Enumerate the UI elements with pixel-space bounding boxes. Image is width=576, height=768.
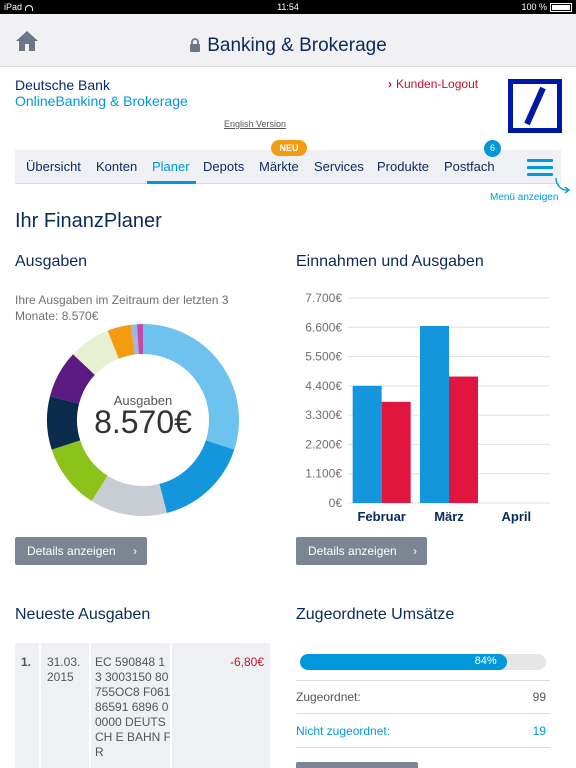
expenses-details-label: Details anzeigen xyxy=(27,544,116,558)
bar-März-0 xyxy=(420,325,449,503)
donut-segment-6 xyxy=(73,330,120,376)
unassigned-value: 19 xyxy=(532,724,546,738)
column-divider xyxy=(89,643,91,768)
bank-product: OnlineBanking & Brokerage xyxy=(15,93,188,109)
donut-segment-2 xyxy=(91,475,167,516)
chevron-right-icon: › xyxy=(388,77,392,91)
donut-segment-7 xyxy=(107,324,136,359)
x-tick-label: April xyxy=(502,509,532,524)
donut-segment-5 xyxy=(50,354,96,405)
assigned-heading: Zugeordnete Umsätze xyxy=(296,606,455,623)
english-version-link[interactable]: English Version xyxy=(224,119,287,129)
latest-expenses-heading: Neueste Ausgaben xyxy=(15,606,151,623)
device-name: iPad xyxy=(4,2,34,12)
y-tick-label: 5.500€ xyxy=(305,350,342,364)
donut-label: Ausgaben xyxy=(113,393,173,408)
expenses-donut-chart xyxy=(47,324,239,516)
nav-planer[interactable]: Planer xyxy=(152,159,190,174)
row-amount: -6,80€ xyxy=(229,655,264,669)
donut-segment-3 xyxy=(51,439,109,502)
chevron-right-icon: › xyxy=(133,544,137,558)
wifi-icon xyxy=(25,4,34,11)
page-title: Ihr FinanzPlaner xyxy=(15,210,162,232)
nav-postfach[interactable]: Postfach xyxy=(444,159,495,174)
clock: 11:54 xyxy=(277,2,299,12)
top-bar: Banking & Brokerage xyxy=(0,14,576,67)
bar-Februar-1 xyxy=(381,401,411,503)
app-title-text: Banking & Brokerage xyxy=(207,35,387,56)
donut-segment-0 xyxy=(142,324,239,450)
row-number: 1. xyxy=(21,655,32,669)
assigned-progress-fill: 84% xyxy=(300,654,507,670)
bar-Februar-0 xyxy=(352,385,382,503)
expenses-heading: Ausgaben xyxy=(15,253,88,270)
curved-arrow-icon xyxy=(555,177,571,194)
nav-produkte[interactable]: Produkte xyxy=(377,159,430,174)
nav-depots[interactable]: Depots xyxy=(203,159,245,174)
battery-status: 100 % xyxy=(521,2,572,13)
unassigned-label: Nicht zugeordnet: xyxy=(296,724,391,738)
row-description: EC 590848 13 3003150 80755OC8 F06186591 … xyxy=(95,655,172,759)
y-tick-label: 6.600€ xyxy=(305,320,342,334)
divider xyxy=(296,680,550,681)
assigned-label: Zugeordnet: xyxy=(296,690,361,704)
donut-segment-1 xyxy=(158,439,235,513)
home-icon[interactable] xyxy=(15,30,39,52)
mail-count-badge: 6 xyxy=(484,140,501,157)
assigned-value: 99 xyxy=(532,690,546,704)
y-tick-label: 7.700€ xyxy=(305,291,342,305)
menu-label[interactable]: Menü anzeigen xyxy=(490,192,559,203)
divider xyxy=(296,747,550,748)
lock-icon xyxy=(190,38,201,52)
column-divider xyxy=(39,643,41,768)
menu-icon[interactable] xyxy=(527,159,553,177)
income-heading: Einnahmen und Ausgaben xyxy=(296,253,484,270)
nav-uebersicht[interactable]: Übersicht xyxy=(26,159,81,174)
x-tick-label: Februar xyxy=(357,509,405,524)
divider xyxy=(296,713,550,714)
bank-name: Deutsche Bank xyxy=(15,77,110,93)
bar-März-1 xyxy=(449,376,478,503)
unassigned-row[interactable]: Nicht zugeordnet: 19 xyxy=(296,724,550,738)
active-tab-indicator xyxy=(147,181,196,184)
donut-segment-4 xyxy=(47,396,81,450)
chevron-right-icon: › xyxy=(413,544,417,558)
y-tick-label: 4.400€ xyxy=(305,379,342,393)
row-date: 31.03. 2015 xyxy=(47,655,81,684)
app-title: Banking & Brokerage xyxy=(0,35,576,57)
donut-value: 8.570€ xyxy=(94,404,192,440)
nav-maerkte[interactable]: Märkte xyxy=(259,159,299,174)
new-badge: NEU xyxy=(271,140,307,156)
nav-services[interactable]: Services xyxy=(314,159,364,174)
nav-konten[interactable]: Konten xyxy=(96,159,138,174)
column-divider xyxy=(170,643,172,768)
y-tick-label: 2.200€ xyxy=(305,437,342,451)
assigned-row: Zugeordnet: 99 xyxy=(296,690,550,704)
y-tick-label: 0€ xyxy=(329,496,343,510)
x-tick-label: März xyxy=(434,509,464,524)
assigned-details-button[interactable] xyxy=(296,762,418,768)
y-tick-label: 3.300€ xyxy=(305,408,342,422)
income-details-label: Details anzeigen xyxy=(308,544,397,558)
latest-expenses-table: 1. 31.03. 2015 EC 590848 13 3003150 8075… xyxy=(15,643,270,768)
expenses-summary: Ihre Ausgaben im Zeitraum der letzten 3 … xyxy=(15,293,229,323)
income-details-button[interactable]: Details anzeigen › xyxy=(296,537,427,565)
deutsche-bank-logo xyxy=(508,79,562,133)
income-expense-bar-chart: 0€ 1.100€ 2.200€ 3.300€ 4.400€ 5.500€ 6.600€ 7.… xyxy=(305,291,550,524)
status-bar: iPad 11:54 100 % xyxy=(0,0,576,14)
battery-icon xyxy=(550,3,572,13)
progress-label: 84% xyxy=(474,655,497,667)
expenses-details-button[interactable]: Details anzeigen › xyxy=(15,537,147,565)
assigned-progress-bar: 84% xyxy=(300,654,546,670)
logout-link[interactable]: › Kunden-Logout xyxy=(388,77,478,91)
logout-label: Kunden-Logout xyxy=(396,77,479,91)
y-tick-label: 1.100€ xyxy=(305,467,342,481)
